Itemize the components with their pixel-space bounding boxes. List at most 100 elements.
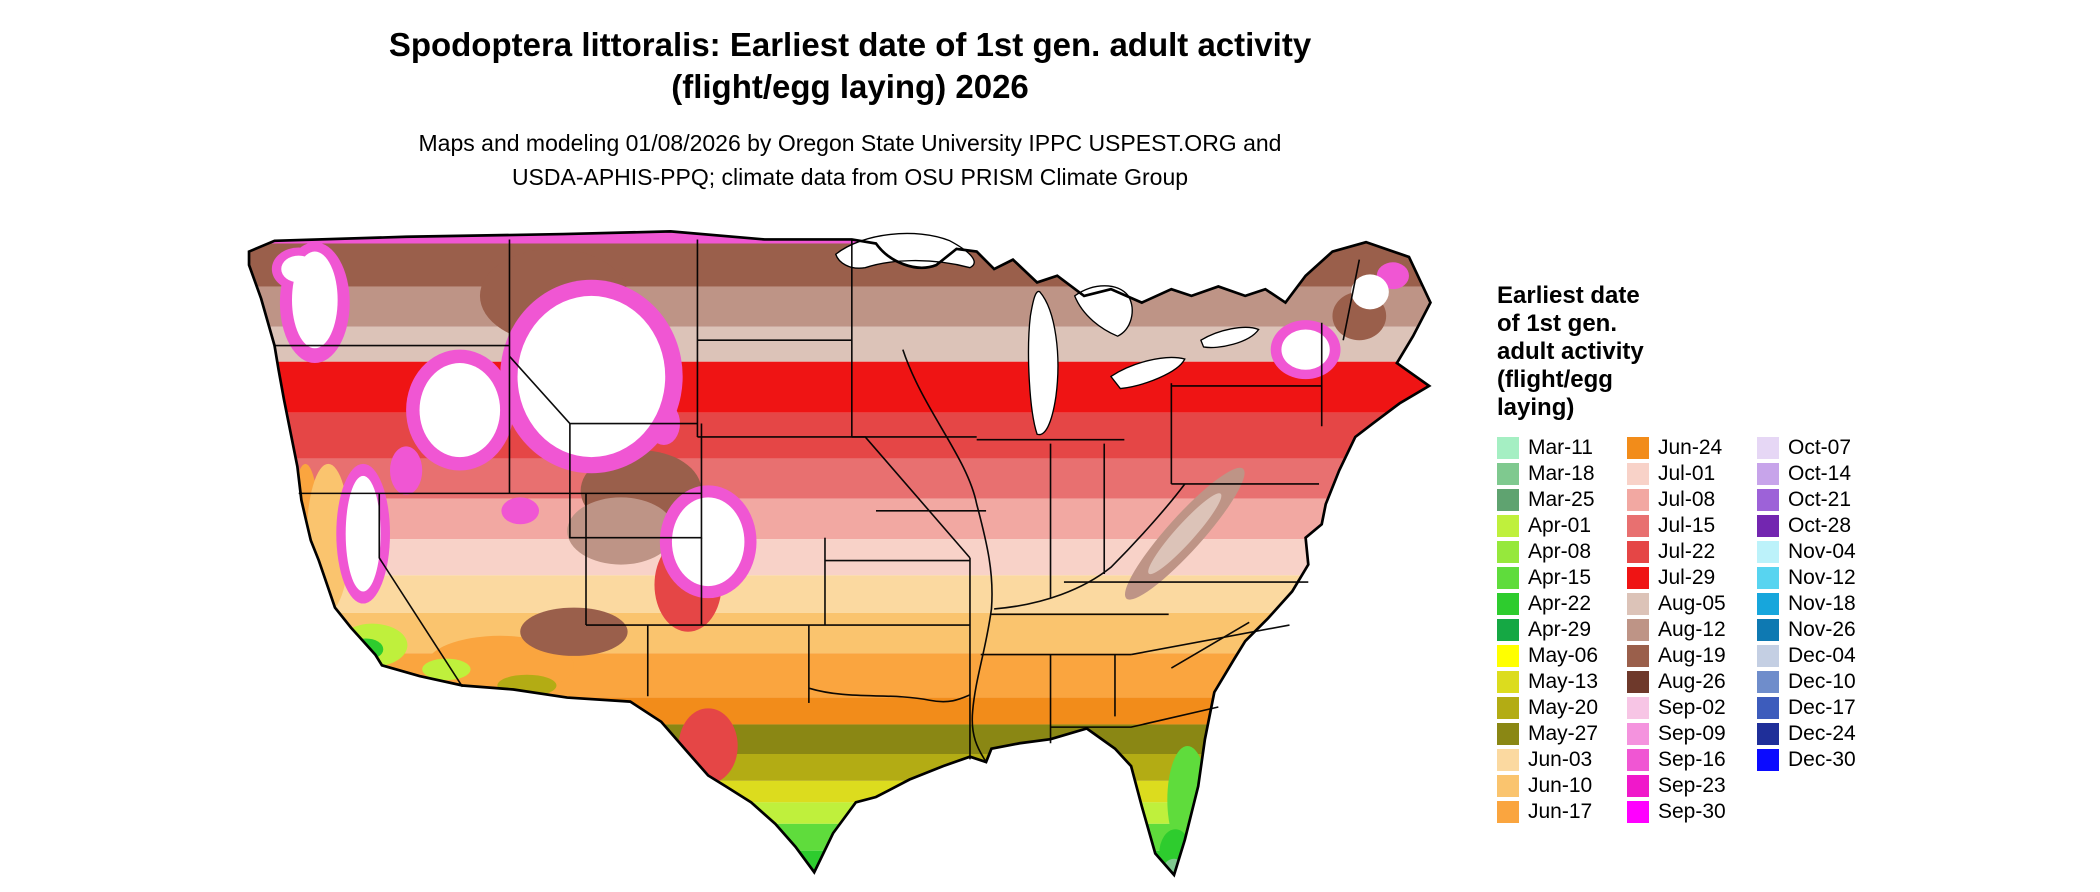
legend-entry: Oct-14 — [1757, 461, 1897, 487]
legend-entry: Aug-12 — [1627, 617, 1757, 643]
credit-line-2: USDA-APHIS-PPQ; climate data from OSU PR… — [511, 164, 1189, 190]
legend-color-swatch — [1627, 463, 1649, 485]
legend-color-swatch — [1497, 515, 1519, 537]
legend-color-swatch — [1497, 775, 1519, 797]
legend-entry-label: Sep-16 — [1658, 748, 1726, 771]
credit-block: Maps and modeling 01/08/2026 by Oregon S… — [0, 126, 1700, 194]
legend-color-swatch — [1627, 671, 1649, 693]
credit-line-1: Maps and modeling 01/08/2026 by Oregon S… — [418, 130, 1282, 156]
legend-entry-label: Mar-11 — [1528, 436, 1593, 459]
legend-color-swatch — [1627, 489, 1649, 511]
legend-entry-label: Sep-02 — [1658, 696, 1726, 719]
legend-entry-label: Aug-05 — [1658, 592, 1726, 615]
legend-entry-label: Mar-25 — [1528, 488, 1595, 511]
legend-color-swatch — [1627, 645, 1649, 667]
legend-entry: Jun-03 — [1497, 747, 1627, 773]
legend-entry: Jun-17 — [1497, 799, 1627, 825]
legend-color-swatch — [1627, 437, 1649, 459]
legend-color-swatch — [1627, 567, 1649, 589]
legend-color-swatch — [1627, 541, 1649, 563]
legend-entry: Sep-16 — [1627, 747, 1757, 773]
legend-entry-label: Apr-29 — [1528, 618, 1592, 641]
legend-entry-label: Oct-14 — [1788, 462, 1852, 485]
legend-color-swatch — [1627, 749, 1649, 771]
legend-entry: Oct-07 — [1757, 435, 1897, 461]
legend-entry: Oct-28 — [1757, 513, 1897, 539]
legend-entry: May-20 — [1497, 695, 1627, 721]
legend-entry: May-06 — [1497, 643, 1627, 669]
legend-entry-label: Dec-17 — [1788, 696, 1856, 719]
legend-entry-label: Aug-19 — [1658, 644, 1726, 667]
legend-entry-label: Jul-29 — [1658, 566, 1716, 589]
legend-entry: Nov-12 — [1757, 565, 1897, 591]
legend-title-line-4: (flight/egg — [1497, 366, 1613, 393]
legend-color-swatch — [1757, 671, 1779, 693]
legend-color-swatch — [1497, 593, 1519, 615]
legend-color-swatch — [1497, 541, 1519, 563]
legend-color-swatch — [1757, 515, 1779, 537]
legend-color-swatch — [1497, 671, 1519, 693]
legend-entry: Sep-23 — [1627, 773, 1757, 799]
legend-entry: May-13 — [1497, 669, 1627, 695]
legend-color-swatch — [1627, 619, 1649, 641]
legend-entry-label: Aug-26 — [1658, 670, 1726, 693]
legend-color-swatch — [1497, 697, 1519, 719]
page-title-line-2: (flight/egg laying) 2026 — [671, 68, 1029, 105]
legend-column-1: Mar-11 Mar-18 Mar-25 Apr-01 — [1497, 435, 1627, 825]
lake-erie — [1109, 356, 1186, 390]
legend-color-swatch — [1627, 515, 1649, 537]
legend-color-swatch — [1497, 437, 1519, 459]
legend-title-line-5: laying) — [1497, 394, 1575, 421]
legend-title-line-3: adult activity — [1497, 338, 1644, 365]
legend-entry: Mar-25 — [1497, 487, 1627, 513]
legend-entry-label: Sep-09 — [1658, 722, 1726, 745]
legend-color-swatch — [1757, 749, 1779, 771]
lake-ontario — [1200, 326, 1260, 349]
legend-entry-label: May-13 — [1528, 670, 1599, 693]
legend-entry-label: Nov-18 — [1788, 592, 1856, 615]
legend-entry-label: Apr-01 — [1528, 514, 1592, 537]
legend-entry: Apr-29 — [1497, 617, 1627, 643]
legend-entry-label: Dec-24 — [1788, 722, 1856, 745]
legend-color-swatch — [1627, 697, 1649, 719]
legend-title-line-1: Earliest date — [1497, 282, 1640, 309]
legend-entry: Oct-21 — [1757, 487, 1897, 513]
legend-entry: Dec-24 — [1757, 721, 1897, 747]
us-outline — [247, 230, 1432, 878]
us-map — [245, 222, 1460, 887]
legend-entry-label: Aug-12 — [1658, 618, 1726, 641]
legend-color-swatch — [1627, 593, 1649, 615]
legend-entry-label: Dec-10 — [1788, 670, 1856, 693]
map-header: Spodoptera littoralis: Earliest date of … — [0, 24, 1700, 194]
legend-entry: Sep-30 — [1627, 799, 1757, 825]
legend-color-swatch — [1757, 697, 1779, 719]
legend-entry: Aug-19 — [1627, 643, 1757, 669]
legend-entry: Sep-09 — [1627, 721, 1757, 747]
legend-color-swatch — [1757, 619, 1779, 641]
legend-color-swatch — [1497, 645, 1519, 667]
legend-entry: Dec-10 — [1757, 669, 1897, 695]
legend-entry-label: Apr-15 — [1528, 566, 1592, 589]
legend-entry-label: Apr-22 — [1528, 592, 1592, 615]
legend-entry-label: Jun-24 — [1658, 436, 1723, 459]
legend-color-swatch — [1497, 619, 1519, 641]
legend-entry-label: Sep-30 — [1658, 800, 1726, 823]
legend-entry: Jun-10 — [1497, 773, 1627, 799]
legend-entry: Apr-22 — [1497, 591, 1627, 617]
legend-entry: Mar-11 — [1497, 435, 1627, 461]
legend-entry: Dec-17 — [1757, 695, 1897, 721]
map-legend: Earliest date of 1st gen. adult activity… — [1497, 282, 2077, 825]
legend-columns: Mar-11 Mar-18 Mar-25 Apr-01 — [1497, 435, 2077, 825]
legend-color-swatch — [1757, 567, 1779, 589]
legend-color-swatch — [1757, 723, 1779, 745]
legend-entry-label: May-20 — [1528, 696, 1599, 719]
legend-column-3: Oct-07 Oct-14 Oct-21 Oct-28 — [1757, 435, 1897, 825]
legend-entry: Jul-08 — [1627, 487, 1757, 513]
legend-color-swatch — [1757, 489, 1779, 511]
legend-entry: Apr-15 — [1497, 565, 1627, 591]
legend-color-swatch — [1627, 775, 1649, 797]
legend-entry-label: Oct-28 — [1788, 514, 1852, 537]
legend-entry: May-27 — [1497, 721, 1627, 747]
legend-color-swatch — [1757, 593, 1779, 615]
